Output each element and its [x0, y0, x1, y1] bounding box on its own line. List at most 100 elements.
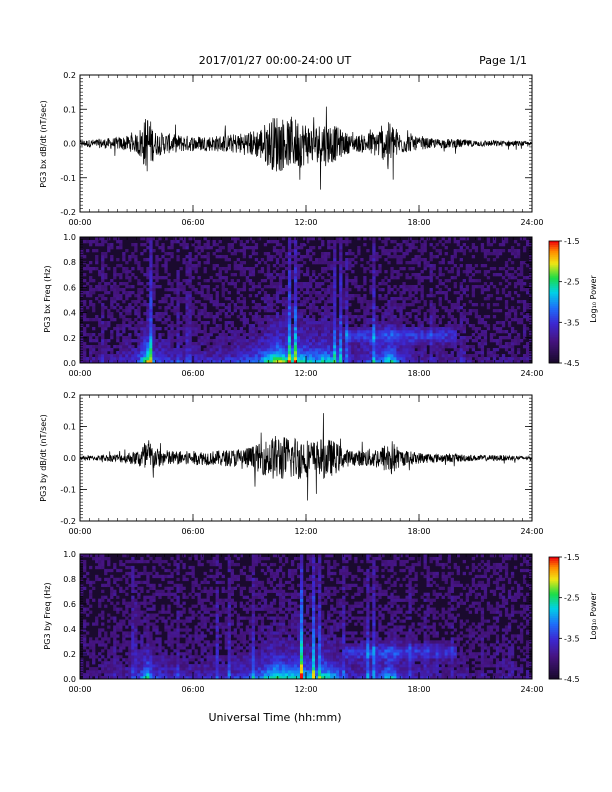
spectrogram-cell — [134, 616, 138, 620]
spectrogram-cell — [516, 336, 521, 340]
spectrogram-cell — [239, 354, 244, 358]
spectrogram-cell — [161, 276, 165, 280]
spectrogram-cell — [399, 246, 403, 250]
spectrogram-cell — [122, 342, 126, 346]
spectrogram-cell — [80, 249, 84, 253]
spectrogram-cell — [278, 345, 283, 349]
spectrogram-cell — [92, 580, 96, 585]
spectrogram-cell — [423, 267, 427, 271]
spectrogram-cell — [125, 673, 129, 677]
spectrogram-cell — [525, 360, 530, 364]
spectrogram-cell — [239, 330, 244, 334]
spectrogram-cell — [315, 339, 319, 343]
spectrogram-cell — [137, 658, 141, 662]
spectrogram-cell — [182, 330, 186, 334]
spectrogram-cell — [173, 306, 177, 310]
spectrogram-cell — [125, 661, 129, 665]
spectrogram-cell — [143, 243, 147, 247]
spectrogram-cell — [327, 309, 331, 313]
spectrogram-cell — [257, 324, 262, 328]
spectrogram-cell — [477, 342, 482, 346]
spectrogram-cell — [378, 336, 382, 340]
spectrogram-cell — [257, 360, 262, 364]
spectrogram-cell — [164, 339, 168, 343]
spectrogram-cell — [191, 354, 195, 358]
spectrogram-cell — [315, 285, 319, 289]
spectrogram-cell — [239, 309, 244, 313]
spectrogram-cell — [134, 661, 138, 665]
spectrogram-cell — [212, 321, 216, 325]
spectrogram-cell — [86, 652, 90, 656]
spectrogram-cell — [167, 360, 171, 364]
spectrogram-cell — [287, 246, 292, 250]
spectrogram-cell — [230, 252, 234, 256]
spectrogram-cell — [284, 252, 289, 256]
spectrogram-cell — [155, 348, 159, 352]
spectrogram-cell — [333, 354, 337, 358]
spectrogram-cell — [477, 279, 482, 283]
spectrogram-cell — [312, 357, 316, 361]
spectrogram-cell — [230, 342, 234, 346]
spectrogram-cell — [125, 273, 129, 277]
spectrogram-cell — [218, 339, 222, 343]
spectrogram-cell — [366, 354, 370, 358]
spectrogram-cell — [315, 345, 319, 349]
spectrogram-cell — [242, 267, 247, 271]
spectrogram-cell — [275, 351, 280, 355]
spectrogram-cell — [480, 318, 485, 322]
spectrogram-cell — [269, 324, 274, 328]
spectrogram-cell — [86, 240, 90, 244]
colorbar-swatch — [549, 275, 559, 278]
spectrogram-cell — [101, 351, 105, 355]
spectrogram-cell — [519, 288, 524, 292]
spectrogram-cell — [330, 342, 334, 346]
spectrogram-cell — [284, 336, 289, 340]
spectrogram-cell — [182, 297, 186, 301]
y-tick-label: -0.1 — [60, 174, 76, 183]
spectrogram-cell — [290, 294, 295, 298]
spectrogram-cell — [98, 673, 102, 677]
spectrogram-cell — [435, 276, 439, 280]
spectrogram-cell — [402, 339, 406, 343]
spectrogram-cell — [438, 267, 442, 271]
spectrogram-cell — [330, 240, 334, 244]
spectrogram-cell — [86, 291, 90, 295]
spectrogram-cell — [429, 345, 433, 349]
spectrogram-cell — [242, 297, 247, 301]
spectrogram-cell — [176, 294, 180, 298]
spectrogram-cell — [357, 318, 361, 322]
spectrogram-cell — [98, 357, 102, 361]
spectrogram-cell — [164, 300, 168, 304]
spectrogram-cell — [113, 670, 117, 674]
spectrogram-cell — [104, 631, 108, 635]
spectrogram-cell — [95, 351, 99, 355]
spectrogram-cell — [402, 318, 406, 322]
spectrogram-cell — [369, 312, 373, 316]
spectrogram-cell — [218, 345, 222, 349]
spectrogram-cell — [330, 306, 334, 310]
spectrogram-cell — [107, 664, 111, 668]
spectrogram-cell — [278, 327, 283, 331]
spectrogram-cell — [516, 339, 521, 343]
spectrogram-cell — [522, 360, 527, 364]
spectrogram-cell — [260, 348, 265, 352]
spectrogram-cell — [179, 357, 183, 361]
spectrogram-cell — [83, 640, 87, 644]
spectrogram-cell — [336, 237, 340, 241]
spectrogram-cell — [435, 291, 439, 295]
spectrogram-cell — [107, 321, 111, 325]
spectrogram-cell — [414, 255, 418, 259]
spectrogram-cell — [302, 297, 307, 301]
spectrogram-cell — [188, 348, 192, 352]
spectrogram-cell — [218, 360, 222, 364]
spectrogram-cell — [429, 348, 433, 352]
spectrogram-cell — [80, 673, 84, 677]
spectrogram-cell — [366, 336, 370, 340]
spectrogram-cell — [287, 336, 292, 340]
spectrogram-cell — [336, 240, 340, 244]
spectrogram-cell — [405, 285, 409, 289]
spectrogram-cell — [167, 279, 171, 283]
spectrogram-cell — [287, 249, 292, 253]
spectrogram-cell — [450, 270, 454, 274]
spectrogram-cell — [263, 336, 268, 340]
